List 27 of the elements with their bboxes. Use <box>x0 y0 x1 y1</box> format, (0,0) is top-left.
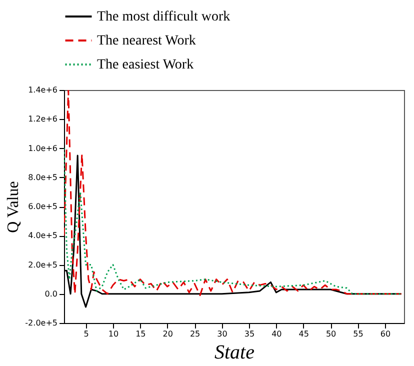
x-tick-label: 40 <box>272 330 282 338</box>
x-tick-label: 50 <box>326 330 336 338</box>
y-tick-label: 4.0e+5 <box>28 231 58 240</box>
x-tick-label: 55 <box>353 330 364 338</box>
y-tick-label: -2.0e+5 <box>25 318 58 328</box>
x-tick-label: 60 <box>380 330 391 338</box>
y-tick-label: 1.2e+6 <box>28 114 58 124</box>
x-tick-label: 5 <box>84 330 89 338</box>
legend-label: The nearest Work <box>97 34 196 48</box>
x-tick-label: 25 <box>190 330 200 338</box>
y-tick-label: 0.0 <box>44 289 58 298</box>
x-tick-label: 45 <box>298 330 309 338</box>
y-tick-label: 6.0e+5 <box>28 202 58 211</box>
x-tick-label: 30 <box>217 330 228 338</box>
x-tick-label: 35 <box>244 330 255 338</box>
x-tick-label: 20 <box>162 330 173 338</box>
y-tick-label: 8.0e+5 <box>28 172 58 182</box>
x-tick-label: 15 <box>136 330 146 338</box>
y-axis-title: Q Value <box>5 181 22 233</box>
x-tick-label: 10 <box>108 330 119 338</box>
y-tick-label: 2.0e+5 <box>28 260 58 270</box>
line-series <box>64 90 402 296</box>
x-axis-title: State <box>214 342 255 364</box>
y-tick-label: 1.0e+6 <box>28 144 58 153</box>
y-tick-label: 1.4e+6 <box>28 86 58 94</box>
legend-label: The most difficult work <box>97 10 230 24</box>
legend-label: The easiest Work <box>97 58 194 72</box>
